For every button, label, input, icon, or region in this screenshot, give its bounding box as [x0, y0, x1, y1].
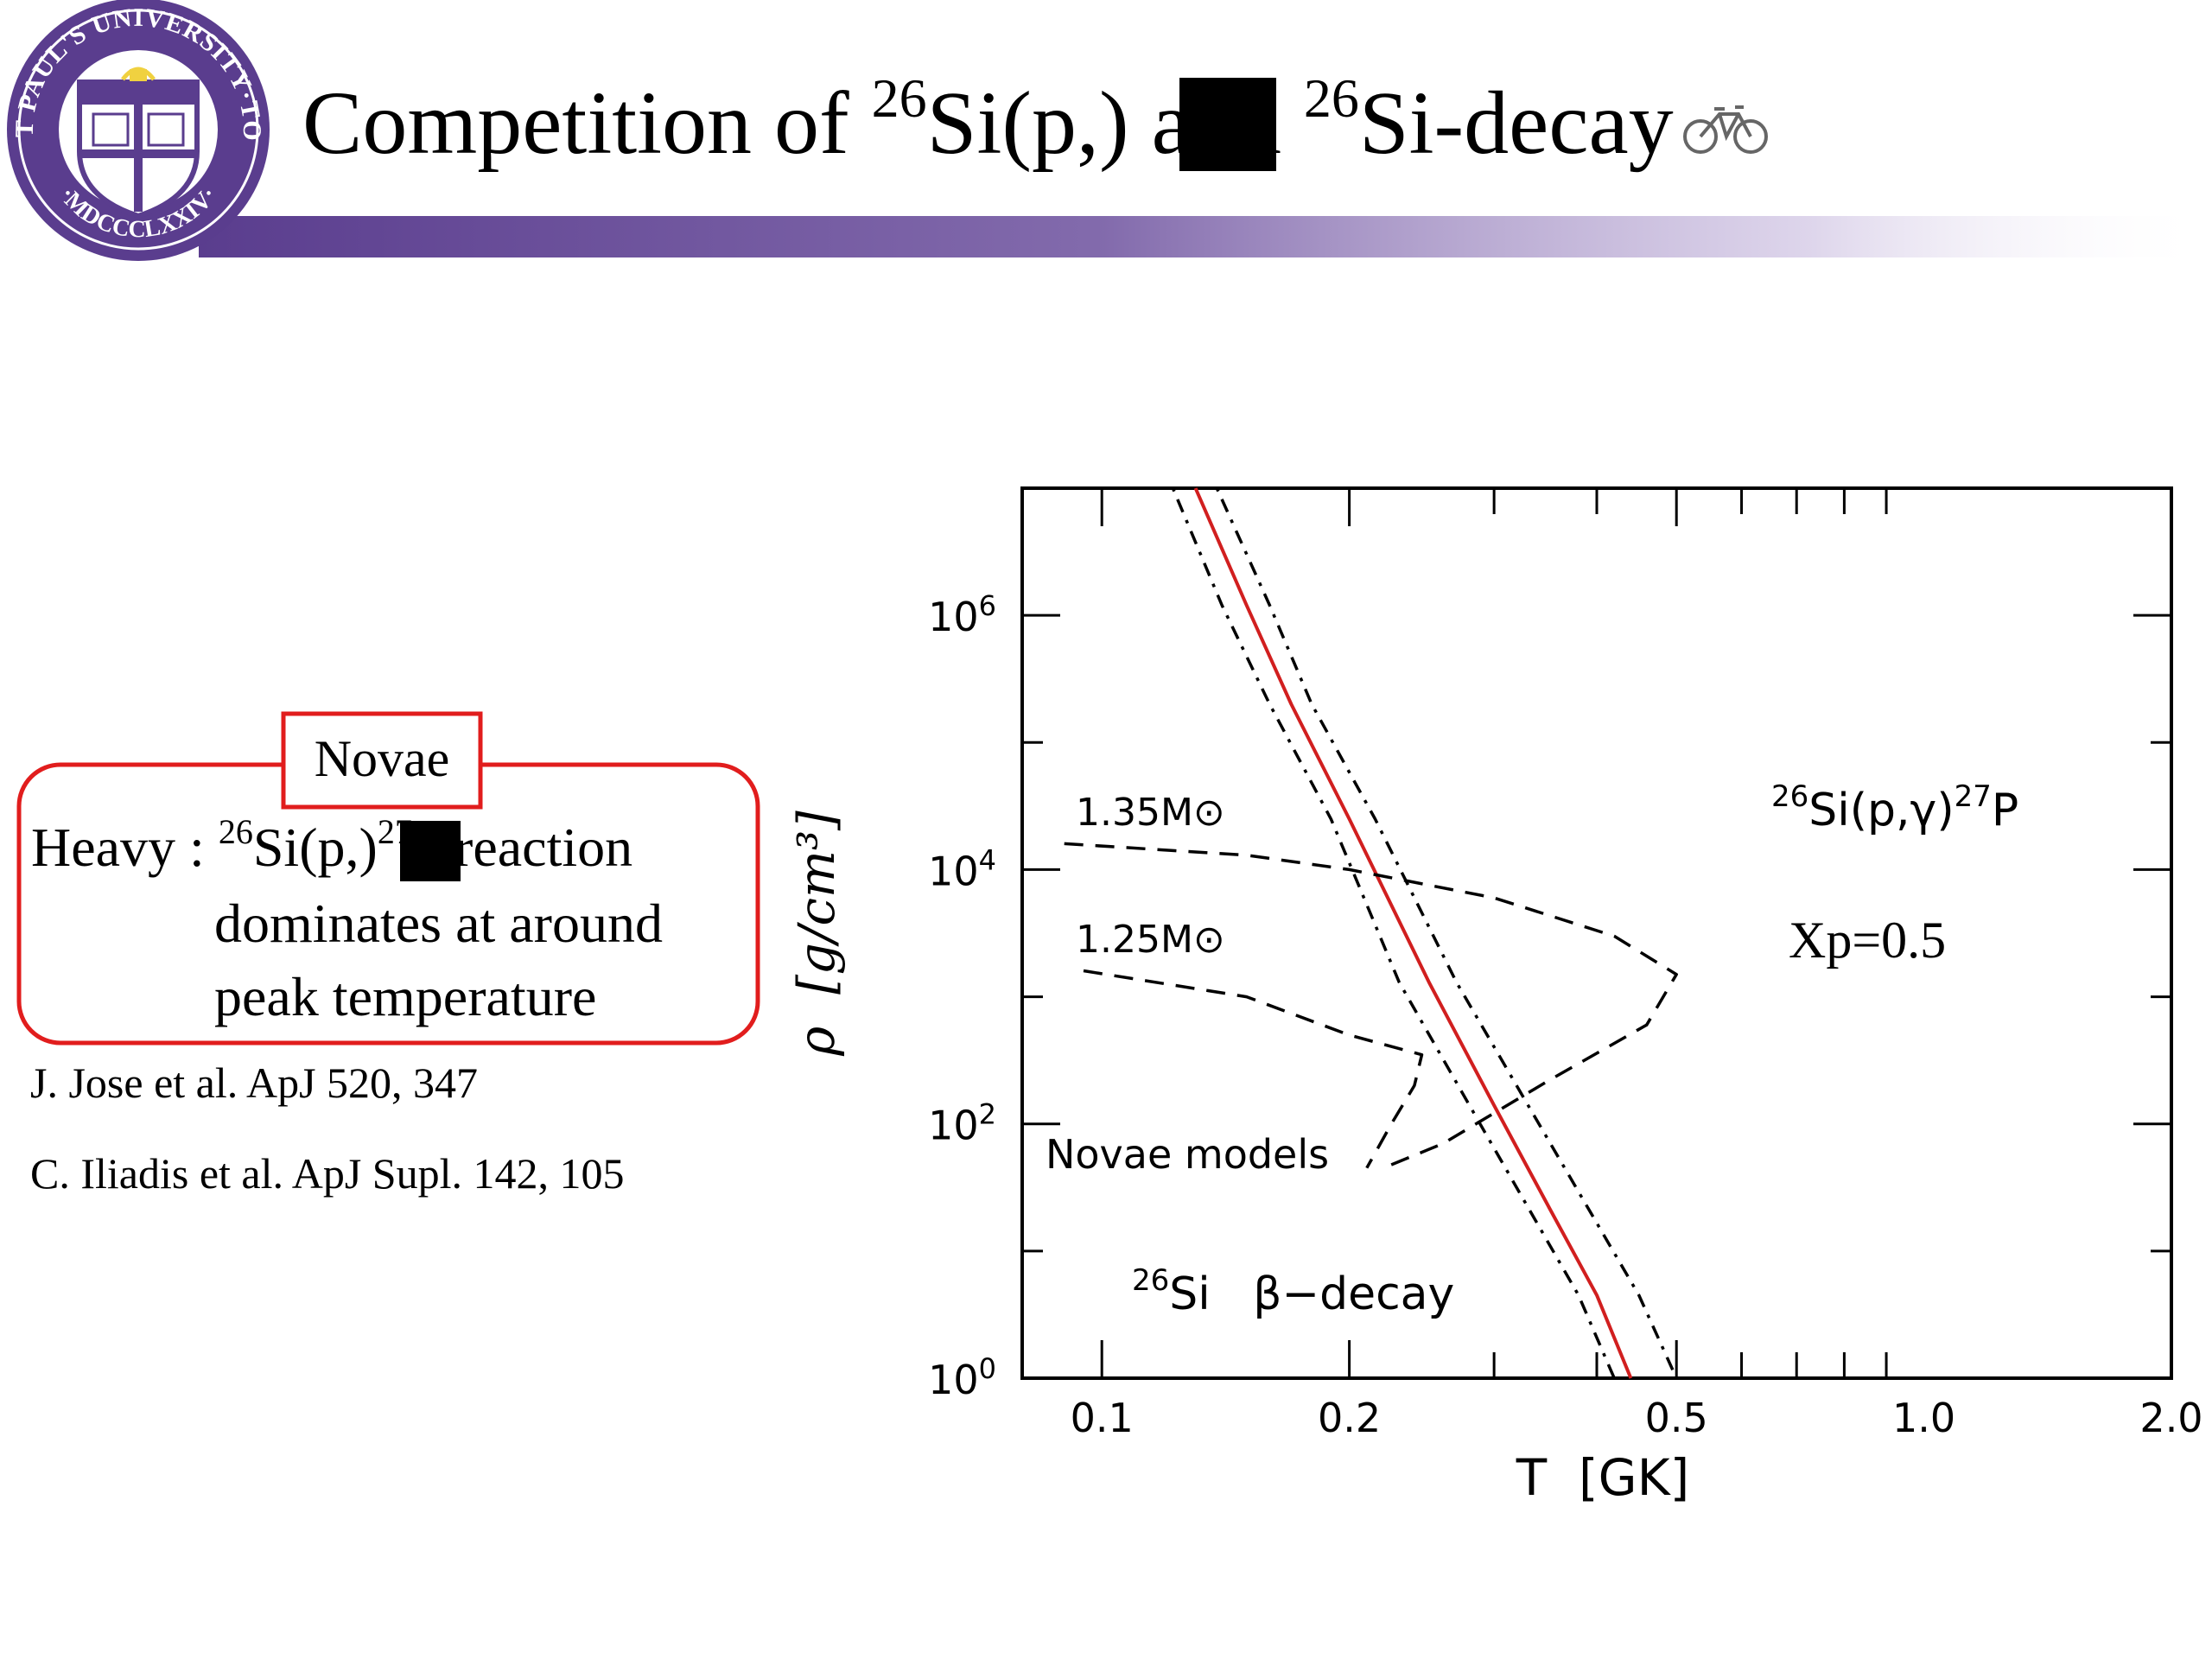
university-seal-logo: SAINT PAUL'S UNIVERSITY·TOKYO ·MDCCCLXXI…: [0, 0, 270, 261]
annotation-1-25-msun: 1.25M⊙: [1076, 918, 1225, 962]
x-tick-label: 0.2: [1318, 1395, 1381, 1441]
title-element-si-p: Si(p,: [927, 73, 1099, 173]
x-tick-label: 0.5: [1645, 1395, 1708, 1441]
x-tick-label: 0.1: [1071, 1395, 1134, 1441]
density-temperature-chart: 0.1 0.2 0.5 1.0 2.0 100 102 104 106 ρ [g/cm³] T …: [787, 486, 2203, 1507]
series-line-2: [1171, 487, 1616, 1379]
header-band: [199, 216, 2212, 257]
x-tick-label: 2.0: [2139, 1395, 2202, 1441]
annotation-xp: Xp=0.5: [1789, 912, 1946, 969]
title-prefix: Competition of: [302, 73, 872, 173]
title-mass-26: 26: [872, 67, 927, 129]
title-mass-26-b: 26: [1304, 67, 1359, 129]
x-axis-label: T [GK]: [1516, 1448, 1690, 1507]
y-tick-label: 100: [928, 1352, 996, 1403]
annotation-novae-models: Novae models: [1046, 1131, 1329, 1178]
novae-label: Novae: [315, 730, 450, 787]
series-line-3: [1215, 487, 1678, 1379]
y-tick-label: 104: [928, 843, 996, 894]
series-line-1: [1193, 487, 1633, 1379]
box-line-3: peak temperature: [214, 966, 596, 1027]
box-line-1: Heavy : 26Si(p,)27P reaction: [31, 812, 632, 878]
title-redaction-box: [1179, 78, 1276, 171]
x-tick-label: 1.0: [1892, 1395, 1955, 1441]
reference-2: C. Iliadis et al. ApJ Supl. 142, 105: [30, 1149, 625, 1198]
annotation-1-35-msun: 1.35M⊙: [1076, 791, 1225, 835]
novae-label-box: [281, 711, 483, 810]
box-line-2: dominates at around: [214, 893, 663, 954]
title-element-si: Si: [1359, 73, 1434, 173]
slide-title: Competition of 26Si(p,) and 26Si-decay: [302, 67, 1674, 173]
bicycle-icon: [1683, 105, 1768, 154]
y-tick-label: 102: [928, 1098, 996, 1149]
box-redaction: [400, 821, 461, 881]
annotation-beta-decay: 26Si β−decay: [1132, 1263, 1454, 1320]
y-axis-label: ρ [g/cm³]: [787, 810, 846, 1057]
y-tick-label: 106: [928, 589, 996, 640]
series-line-5: [1083, 969, 1424, 1169]
reference-1: J. Jose et al. ApJ 520, 347: [30, 1058, 478, 1107]
series-line-4: [1064, 842, 1678, 1170]
title-suffix: -decay: [1434, 73, 1674, 173]
annotation-reaction: 26Si(p,γ)27P: [1771, 779, 2018, 836]
